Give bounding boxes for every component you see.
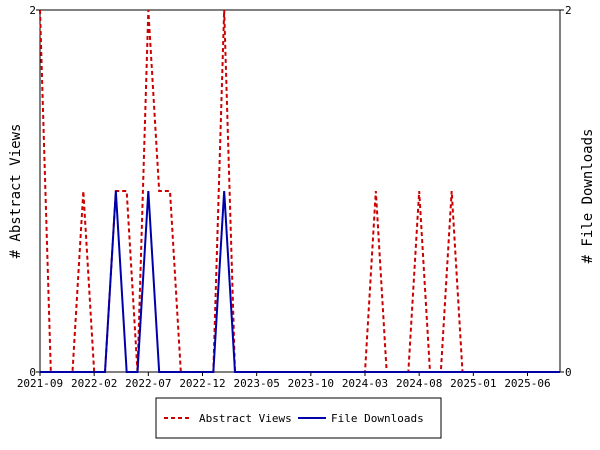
plot-area — [39, 9, 561, 373]
y-right-tick-label: 0 — [565, 366, 572, 379]
y-left-tick-label: 2 — [29, 4, 36, 17]
plot-area-border — [39, 9, 561, 373]
legend-label-file-downloads: File Downloads — [331, 412, 424, 425]
x-tick-label: 2025-06 — [504, 377, 550, 390]
x-tick-label: 2023-10 — [288, 377, 334, 390]
legend: Abstract Views File Downloads — [155, 397, 442, 439]
x-tick-label: 2023-05 — [233, 377, 279, 390]
legend-label-abstract-views: Abstract Views — [199, 412, 292, 425]
x-tick-label: 2022-02 — [71, 377, 117, 390]
x-tick-label: 2022-07 — [125, 377, 171, 390]
x-tick-label: 2024-08 — [396, 377, 442, 390]
y-right-tick-label: 2 — [565, 4, 572, 17]
y-axis-right-title: # File Downloads — [580, 129, 596, 264]
y-left-tick-label: 0 — [29, 366, 36, 379]
x-tick-label: 2022-12 — [179, 377, 225, 390]
x-tick-label: 2024-03 — [342, 377, 388, 390]
ticks-layer: 2021-09 2022-02 2022-07 2022-12 2023-05 2023-… — [17, 4, 572, 390]
x-tick-label: 2021-09 — [17, 377, 63, 390]
x-tick-label: 2025-01 — [450, 377, 496, 390]
y-axis-left-title: # Abstract Views — [8, 124, 24, 259]
